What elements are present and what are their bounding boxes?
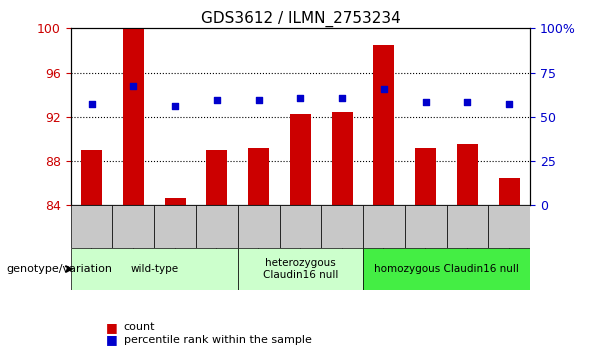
Text: homozygous Claudin16 null: homozygous Claudin16 null bbox=[374, 264, 519, 274]
FancyBboxPatch shape bbox=[238, 205, 280, 248]
Point bbox=[212, 97, 221, 103]
Point bbox=[87, 101, 96, 107]
Point bbox=[296, 95, 305, 101]
Point bbox=[254, 97, 263, 103]
Text: ■: ■ bbox=[106, 333, 118, 346]
FancyBboxPatch shape bbox=[488, 205, 530, 248]
FancyBboxPatch shape bbox=[363, 205, 405, 248]
FancyBboxPatch shape bbox=[321, 205, 363, 248]
Text: heterozygous
Claudin16 null: heterozygous Claudin16 null bbox=[263, 258, 338, 280]
FancyBboxPatch shape bbox=[154, 205, 196, 248]
Point bbox=[170, 103, 180, 109]
FancyBboxPatch shape bbox=[446, 205, 488, 248]
FancyBboxPatch shape bbox=[238, 248, 363, 290]
Bar bbox=[332, 113, 353, 205]
Bar bbox=[373, 45, 395, 205]
FancyBboxPatch shape bbox=[363, 248, 530, 290]
Text: percentile rank within the sample: percentile rank within the sample bbox=[124, 335, 312, 345]
FancyBboxPatch shape bbox=[112, 205, 154, 248]
Bar bbox=[123, 28, 144, 205]
Bar bbox=[415, 148, 436, 205]
Bar bbox=[290, 114, 311, 205]
Point bbox=[421, 99, 431, 105]
Bar bbox=[165, 198, 186, 205]
Text: ■: ■ bbox=[106, 321, 118, 334]
Bar bbox=[81, 150, 102, 205]
Point bbox=[337, 95, 347, 101]
Text: genotype/variation: genotype/variation bbox=[6, 264, 112, 274]
Text: count: count bbox=[124, 322, 155, 332]
Point bbox=[128, 83, 138, 89]
FancyBboxPatch shape bbox=[71, 248, 238, 290]
Bar bbox=[248, 148, 269, 205]
Text: wild-type: wild-type bbox=[130, 264, 178, 274]
FancyBboxPatch shape bbox=[71, 205, 112, 248]
FancyBboxPatch shape bbox=[280, 205, 321, 248]
Point bbox=[379, 86, 389, 92]
Point bbox=[505, 101, 514, 107]
Title: GDS3612 / ILMN_2753234: GDS3612 / ILMN_2753234 bbox=[200, 11, 401, 27]
FancyBboxPatch shape bbox=[405, 205, 446, 248]
Bar bbox=[499, 178, 519, 205]
Point bbox=[463, 99, 472, 105]
Bar bbox=[457, 144, 478, 205]
Bar bbox=[206, 150, 227, 205]
FancyBboxPatch shape bbox=[196, 205, 238, 248]
